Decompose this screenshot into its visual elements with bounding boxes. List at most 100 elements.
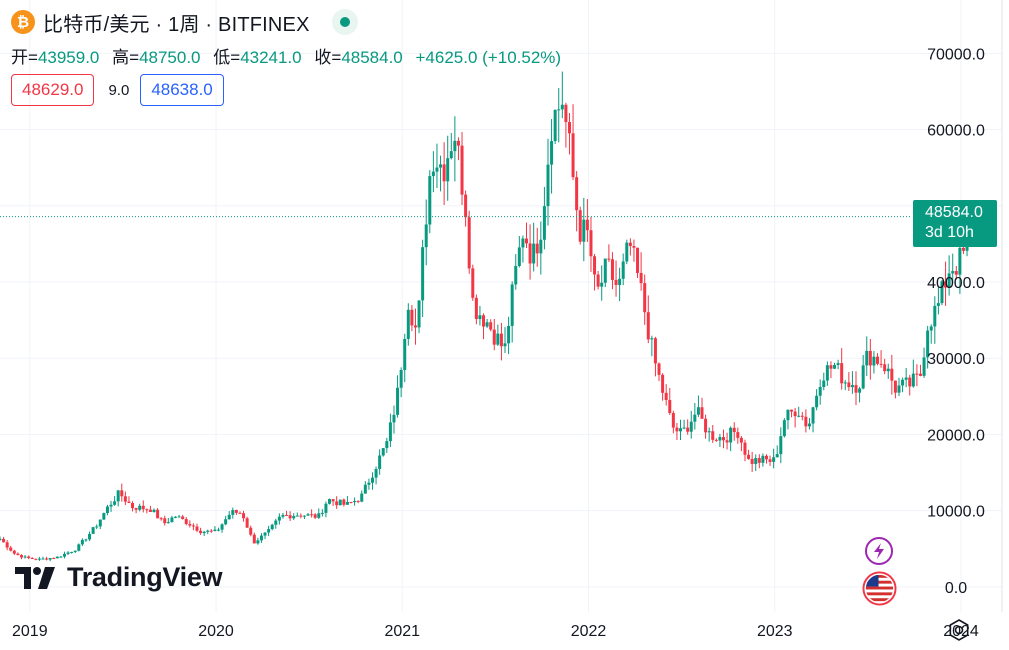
candle-body bbox=[170, 517, 174, 523]
candle-body bbox=[474, 297, 478, 320]
bitcoin-icon: ₿ bbox=[11, 10, 35, 34]
candle-body bbox=[342, 499, 346, 505]
candle-body bbox=[188, 523, 192, 526]
candle-body bbox=[299, 515, 303, 517]
us-flag-icon[interactable] bbox=[862, 571, 897, 606]
candle-body bbox=[478, 315, 482, 320]
candle-body bbox=[700, 407, 704, 419]
candle-body bbox=[259, 535, 263, 541]
tradingview-logo[interactable]: TradingView bbox=[15, 562, 223, 593]
candle-body bbox=[940, 281, 944, 304]
candle-body bbox=[421, 247, 425, 301]
candle-body bbox=[951, 271, 955, 274]
candle-body bbox=[456, 140, 460, 146]
candle-body bbox=[546, 164, 550, 207]
candle-body bbox=[714, 439, 718, 441]
candle-body bbox=[156, 509, 160, 519]
tradingview-logo-text: TradingView bbox=[67, 562, 223, 592]
candle-body bbox=[45, 558, 49, 560]
last-price-value: 48584.0 bbox=[925, 204, 983, 221]
candle-body bbox=[492, 329, 496, 345]
candle-body bbox=[886, 368, 890, 372]
candle-body bbox=[439, 164, 443, 168]
candle-body bbox=[485, 322, 489, 327]
candle-body bbox=[0, 538, 2, 540]
candle-body bbox=[295, 515, 299, 517]
candle-body bbox=[245, 518, 249, 528]
candle-body bbox=[847, 382, 851, 388]
candle-body bbox=[428, 176, 432, 225]
lightning-icon[interactable] bbox=[865, 537, 893, 565]
candle-body bbox=[231, 510, 235, 515]
candle-body bbox=[707, 431, 711, 433]
candle-body bbox=[16, 553, 20, 556]
candle-body bbox=[356, 500, 360, 502]
candle-body bbox=[650, 338, 654, 340]
low-value: 43241.0 bbox=[240, 48, 302, 67]
candle-body bbox=[958, 247, 962, 275]
close-value: 48584.0 bbox=[341, 48, 403, 67]
candle-body bbox=[66, 552, 70, 554]
time-axis[interactable]: 2019 2020 2021 2022 2023 2024 bbox=[12, 623, 979, 640]
candle-body bbox=[661, 374, 665, 393]
ohlc-values: 开=43959.0 高=48750.0 低=43241.0 收=48584.0 … bbox=[11, 43, 569, 68]
y-tick-label: 10000.0 bbox=[927, 504, 985, 521]
settings-gear-icon[interactable] bbox=[947, 618, 971, 642]
candle-body bbox=[388, 422, 392, 442]
candle-body bbox=[643, 283, 647, 313]
candle-body bbox=[790, 409, 794, 412]
candle-body bbox=[876, 356, 880, 364]
candle-body bbox=[2, 538, 6, 543]
candle-body bbox=[55, 556, 59, 559]
candle-body bbox=[550, 141, 554, 165]
y-tick-label: 30000.0 bbox=[927, 351, 985, 368]
candle-body bbox=[396, 387, 400, 415]
candle-body bbox=[764, 455, 768, 460]
candle-body bbox=[435, 167, 439, 172]
candle-body bbox=[23, 556, 27, 558]
candle-body bbox=[718, 437, 722, 441]
candle-body bbox=[224, 519, 228, 525]
candle-body bbox=[693, 414, 697, 422]
candle-body bbox=[320, 512, 324, 514]
candle-body bbox=[363, 484, 367, 494]
candle-body bbox=[177, 516, 181, 518]
candle-body bbox=[739, 437, 743, 443]
sell-price-button[interactable]: 48629.0 bbox=[11, 74, 95, 106]
market-status[interactable] bbox=[331, 9, 358, 35]
candle-body bbox=[91, 527, 95, 534]
candle-body bbox=[653, 338, 657, 364]
candle-body bbox=[843, 382, 847, 384]
candle-body bbox=[449, 151, 453, 159]
candle-body bbox=[381, 448, 385, 456]
candle-body bbox=[370, 477, 374, 483]
candle-body bbox=[944, 281, 948, 288]
symbol-title[interactable]: 比特币/美元 · 1周 · BITFINEX bbox=[43, 13, 310, 36]
candle-body bbox=[517, 247, 521, 266]
tradingview-logo-icon bbox=[15, 566, 55, 589]
candle-body bbox=[88, 533, 92, 540]
candle-body bbox=[206, 530, 210, 532]
candle-body bbox=[750, 458, 754, 464]
candle-body bbox=[227, 514, 231, 520]
candle-body bbox=[621, 261, 625, 279]
candle-body bbox=[120, 490, 124, 497]
candle-body bbox=[686, 427, 690, 432]
candle-body bbox=[213, 529, 217, 532]
candle-body bbox=[664, 392, 668, 400]
candle-body bbox=[152, 509, 156, 513]
candle-body bbox=[696, 407, 700, 415]
candle-body bbox=[174, 516, 178, 518]
candle-body bbox=[482, 315, 486, 327]
y-tick-label: 0.0 bbox=[945, 580, 967, 597]
symbol-title-row[interactable]: ₿ 比特币/美元 · 1周 · BITFINEX bbox=[11, 8, 358, 36]
open-label: 开= bbox=[11, 48, 38, 67]
candle-body bbox=[191, 525, 195, 527]
candle-body bbox=[833, 364, 837, 369]
candle-body bbox=[306, 514, 310, 516]
candle-body bbox=[761, 455, 765, 463]
buy-price-button[interactable]: 48638.0 bbox=[140, 74, 224, 106]
candle-body bbox=[575, 177, 579, 211]
candle-body bbox=[360, 493, 364, 502]
